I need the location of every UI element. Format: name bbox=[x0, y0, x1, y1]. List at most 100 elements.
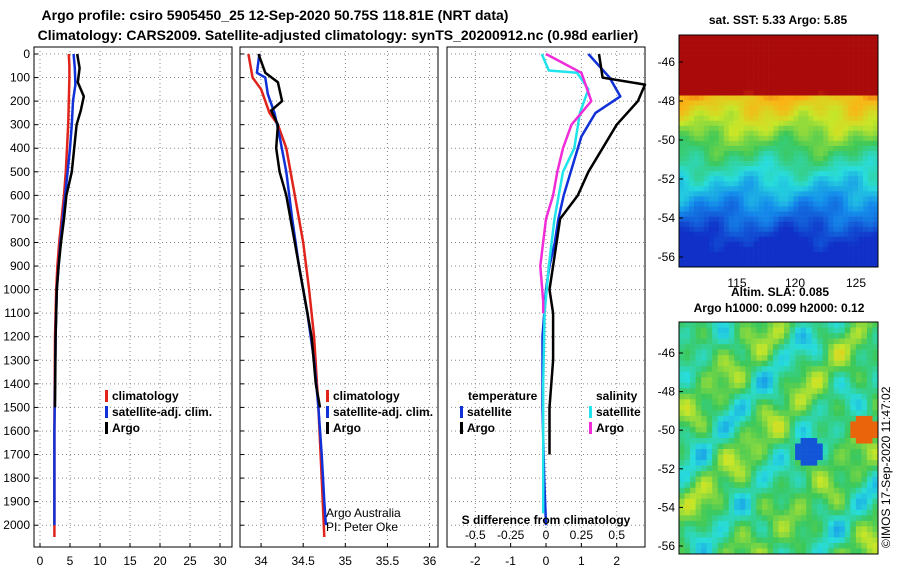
sla-cell bbox=[706, 432, 713, 439]
sla-cell bbox=[850, 322, 857, 328]
sla-cell bbox=[844, 371, 851, 378]
sla-cell bbox=[778, 493, 785, 500]
sst-cell bbox=[738, 236, 744, 243]
sst-cell bbox=[808, 256, 814, 263]
sla-cell bbox=[745, 548, 752, 555]
sst-cell bbox=[803, 90, 809, 96]
sst-cell bbox=[688, 236, 695, 243]
sla-cell bbox=[861, 415, 868, 422]
sst-cell bbox=[843, 125, 849, 132]
sla-cell bbox=[690, 404, 696, 411]
sst-cell bbox=[688, 110, 695, 116]
sst-cell bbox=[813, 251, 819, 258]
sla-cell bbox=[850, 526, 857, 533]
sst-cell bbox=[848, 171, 854, 177]
sst-cell bbox=[803, 135, 809, 142]
sla-cell bbox=[811, 327, 818, 334]
sla-cell bbox=[695, 509, 702, 516]
sst-cell bbox=[688, 191, 695, 197]
sla-cell bbox=[690, 548, 696, 555]
sla-cell bbox=[723, 360, 730, 367]
sla-cell bbox=[706, 355, 713, 361]
sst-cell bbox=[683, 45, 690, 51]
sst-cell bbox=[793, 166, 799, 172]
sla-cell bbox=[734, 449, 741, 455]
sst-cell bbox=[723, 60, 730, 66]
depth-tick-label: 1700 bbox=[3, 448, 30, 462]
sst-cell bbox=[723, 161, 730, 167]
legend-sal-argo-label: Argo bbox=[596, 421, 624, 435]
sst-cell bbox=[773, 145, 779, 152]
sla-cell bbox=[850, 377, 857, 384]
sst-cell bbox=[828, 241, 834, 248]
sst-cell bbox=[743, 105, 749, 111]
sla-cell bbox=[761, 454, 768, 461]
sla-cell bbox=[767, 454, 774, 461]
sla-cell bbox=[712, 476, 718, 483]
sla-cell bbox=[861, 526, 868, 533]
sst-cell bbox=[683, 196, 690, 202]
sst-cell bbox=[823, 246, 829, 253]
sla-cell bbox=[872, 432, 879, 439]
sla-cell bbox=[795, 360, 801, 367]
sst-cell bbox=[838, 90, 844, 96]
sst-cell bbox=[803, 120, 809, 127]
sla-cell bbox=[728, 404, 735, 411]
sst-cell bbox=[743, 110, 749, 116]
sla-cell bbox=[756, 410, 763, 417]
sla-cell bbox=[701, 360, 707, 367]
sla-cell bbox=[789, 476, 796, 483]
sla-cell bbox=[795, 349, 801, 356]
sla-cell bbox=[855, 366, 862, 373]
sst-cell bbox=[698, 125, 705, 132]
sla-cell bbox=[745, 438, 752, 444]
sla-cell bbox=[800, 338, 807, 345]
sla-cell bbox=[734, 333, 741, 339]
sla-cell bbox=[828, 355, 835, 361]
sst-cell bbox=[773, 161, 779, 167]
sst-cell bbox=[753, 120, 759, 127]
sla-cell bbox=[866, 526, 873, 533]
sla-cell bbox=[761, 465, 768, 472]
sla-cell bbox=[701, 322, 707, 328]
sst-cell bbox=[718, 70, 725, 76]
sla-cell bbox=[723, 377, 730, 384]
sst-cell bbox=[713, 206, 720, 212]
sla-cell bbox=[756, 388, 763, 395]
sla-cell bbox=[701, 487, 707, 494]
sla-cell bbox=[695, 482, 702, 489]
sla-cell bbox=[800, 460, 807, 466]
sla-cell bbox=[761, 327, 768, 334]
sla-cell bbox=[750, 531, 757, 538]
sst-cell bbox=[803, 130, 809, 137]
sst-cell bbox=[693, 45, 700, 51]
sst-cell bbox=[858, 216, 864, 222]
sla-cell bbox=[767, 443, 774, 450]
sla-cell bbox=[839, 404, 846, 411]
sst-cell bbox=[798, 166, 804, 172]
sst-cell bbox=[773, 186, 779, 192]
sla-cell bbox=[767, 482, 774, 489]
sst-cell bbox=[788, 130, 794, 137]
sst-cell bbox=[728, 130, 735, 137]
sst-cell bbox=[733, 65, 739, 71]
sla-cell bbox=[701, 537, 707, 544]
sst-cell bbox=[793, 45, 799, 51]
sla-cell bbox=[817, 548, 824, 555]
sla-cell bbox=[701, 421, 707, 428]
sla-cell bbox=[789, 426, 796, 433]
sla-cell bbox=[679, 454, 685, 461]
sla-cell bbox=[822, 349, 829, 356]
sst-cell bbox=[683, 105, 690, 111]
sst-cell bbox=[793, 110, 799, 116]
sla-cell bbox=[872, 471, 879, 477]
sst-cell bbox=[853, 226, 859, 232]
sla-cell bbox=[817, 322, 824, 328]
sla-cell bbox=[684, 377, 691, 384]
sla-cell bbox=[800, 322, 807, 328]
sla-cell bbox=[822, 493, 829, 500]
sst-cell bbox=[773, 45, 779, 51]
sst-cell bbox=[828, 181, 834, 187]
sst-cell bbox=[703, 231, 710, 238]
sla-cell bbox=[795, 344, 801, 350]
